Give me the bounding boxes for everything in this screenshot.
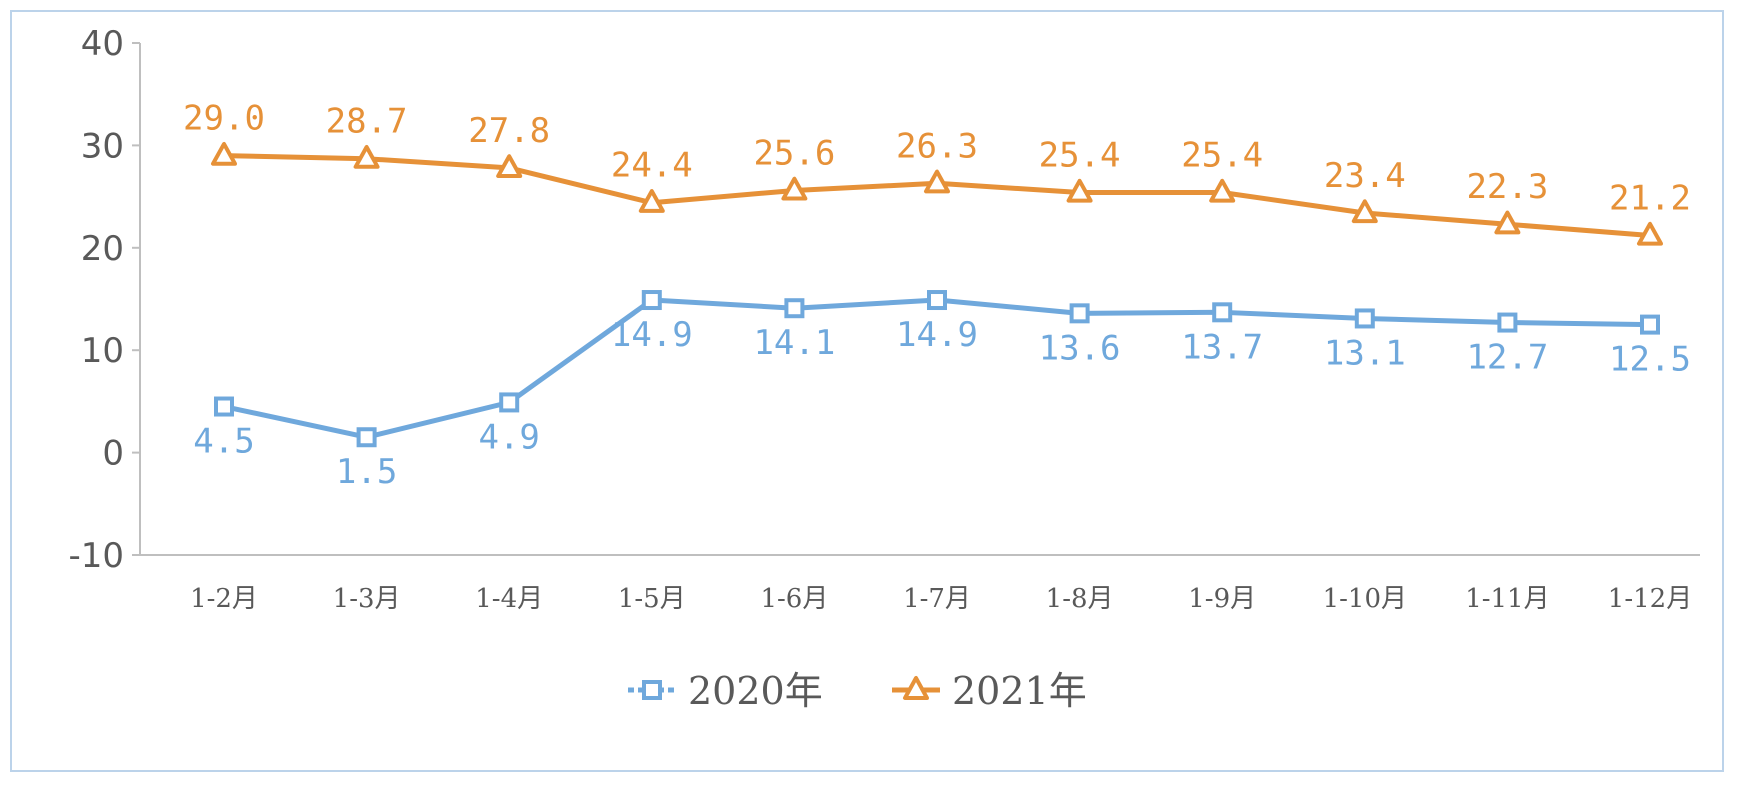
series-2: 29.0 28.7 27.8 24.4 25.6 26.3 25.4 25.4 23.4 22.3… bbox=[183, 99, 1691, 246]
square-marker bbox=[1640, 314, 1660, 335]
data-label: 13.7 bbox=[1181, 327, 1263, 367]
x-tick-label: 1-5月 bbox=[618, 584, 686, 614]
chart-frame bbox=[10, 10, 1724, 772]
square-marker bbox=[1354, 308, 1375, 329]
square-marker bbox=[641, 290, 662, 311]
data-label: 23.4 bbox=[1324, 156, 1406, 196]
y-tick-label: 20 bbox=[81, 229, 124, 269]
y-tick-label: 0 bbox=[102, 434, 124, 474]
data-label: 4.9 bbox=[478, 417, 539, 457]
legend[interactable]: 2020年 2021年 bbox=[628, 669, 1087, 713]
data-label: 14.9 bbox=[611, 315, 693, 355]
data-label: 26.3 bbox=[896, 126, 978, 166]
data-label: 12.7 bbox=[1466, 338, 1548, 378]
square-marker bbox=[927, 290, 947, 311]
data-label: 25.6 bbox=[753, 133, 835, 173]
square-marker bbox=[784, 298, 805, 319]
y-tick-label: 40 bbox=[81, 24, 124, 64]
data-label: 28.7 bbox=[326, 102, 408, 142]
x-tick-label: 1-8月 bbox=[1046, 584, 1114, 614]
x-tick-label: 1-10月 bbox=[1323, 584, 1407, 614]
x-tick-label: 1-9月 bbox=[1188, 584, 1256, 614]
legend-item-1[interactable]: 2020年 bbox=[628, 669, 823, 713]
x-tick-label: 1-4月 bbox=[475, 584, 543, 614]
triangle-marker bbox=[211, 141, 237, 166]
y-tick-label: 10 bbox=[81, 331, 124, 371]
series-line bbox=[223, 153, 1651, 239]
axes bbox=[139, 43, 1700, 556]
legend-label: 2020年 bbox=[688, 669, 823, 713]
square-marker bbox=[1069, 303, 1090, 324]
triangle-marker bbox=[924, 169, 950, 194]
x-tick-label: 1-6月 bbox=[760, 584, 828, 614]
data-label: 27.8 bbox=[468, 111, 550, 151]
y-tick-label: 30 bbox=[81, 126, 124, 166]
x-tick-label: 1-11月 bbox=[1465, 584, 1549, 614]
data-label: 29.0 bbox=[183, 99, 265, 139]
data-label: 22.3 bbox=[1466, 167, 1548, 207]
triangle-marker bbox=[353, 145, 380, 169]
data-label: 25.4 bbox=[1039, 136, 1121, 176]
legend-label: 2021年 bbox=[952, 669, 1087, 713]
square-marker bbox=[499, 392, 520, 413]
legend-item-2[interactable]: 2021年 bbox=[892, 669, 1087, 713]
x-tick-label: 1-7月 bbox=[903, 584, 971, 614]
data-label: 25.4 bbox=[1181, 136, 1263, 176]
data-label: 13.6 bbox=[1039, 328, 1121, 368]
data-label: 4.5 bbox=[193, 422, 254, 462]
triangle-marker bbox=[1637, 221, 1663, 246]
triangle-marker bbox=[1351, 199, 1378, 224]
data-label: 13.1 bbox=[1324, 333, 1406, 373]
triangle-marker bbox=[496, 154, 523, 179]
legend-triangle-icon bbox=[903, 676, 929, 700]
triangle-marker bbox=[781, 176, 808, 201]
x-tick-label: 1-3月 bbox=[333, 584, 401, 614]
triangle-marker bbox=[1494, 210, 1521, 235]
x-tick-group: 1-2月 1-3月 1-4月 1-5月 1-6月 1-7月 1-8月 1-9月 1-10月 1-1… bbox=[190, 584, 1692, 614]
x-tick-label: 1-12月 bbox=[1608, 584, 1692, 614]
x-tick-label: 1-2月 bbox=[190, 584, 258, 614]
square-marker bbox=[214, 396, 234, 417]
triangle-marker bbox=[638, 189, 665, 213]
data-label: 21.2 bbox=[1609, 179, 1691, 219]
square-marker bbox=[356, 427, 377, 448]
triangle-marker bbox=[1066, 178, 1093, 203]
data-label: 14.9 bbox=[896, 315, 978, 355]
triangle-marker bbox=[1209, 178, 1236, 203]
series-1: 4.5 1.5 4.9 14.9 14.1 14.9 13.6 13.7 13.1 12.7 12.… bbox=[193, 290, 1691, 492]
square-marker bbox=[1497, 312, 1518, 333]
y-tick-group: 40 30 20 10 0 -10 bbox=[68, 24, 140, 576]
series-layer: 4.5 1.5 4.9 14.9 14.1 14.9 13.6 13.7 13.1 12.7 12.… bbox=[183, 99, 1691, 493]
legend-square-icon bbox=[642, 680, 662, 700]
data-label: 24.4 bbox=[611, 146, 693, 186]
square-marker bbox=[1212, 302, 1233, 323]
data-label: 14.1 bbox=[753, 323, 835, 363]
data-label: 12.5 bbox=[1609, 340, 1691, 380]
y-tick-label: -10 bbox=[68, 536, 124, 576]
data-label: 1.5 bbox=[336, 452, 397, 492]
